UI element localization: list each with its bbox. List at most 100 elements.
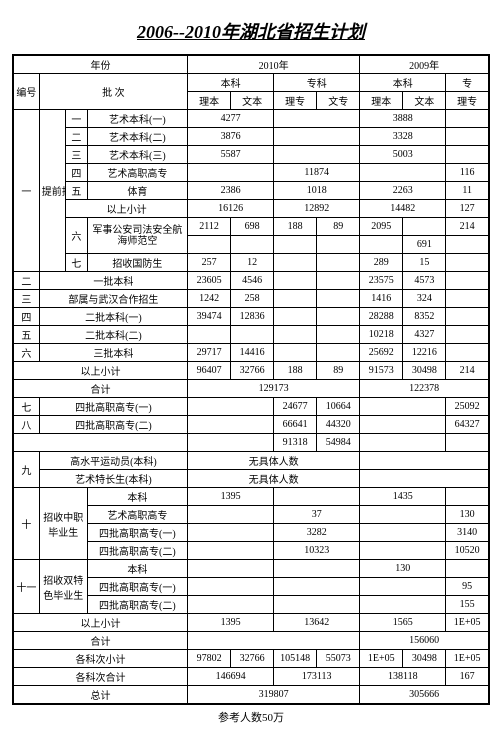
cell: 257 bbox=[188, 254, 231, 272]
cell: 四 bbox=[13, 308, 39, 326]
cell: 六 bbox=[13, 344, 39, 362]
cell bbox=[188, 542, 274, 560]
cell: 55073 bbox=[317, 650, 360, 668]
cell: 招收双特色毕业生 bbox=[39, 560, 87, 614]
cell: 15 bbox=[403, 254, 446, 272]
cell: 七 bbox=[66, 254, 88, 272]
cell: 军事公安司法安全航海师范空 bbox=[87, 218, 187, 254]
cell bbox=[188, 632, 360, 650]
hdr-2009: 2009年 bbox=[360, 55, 489, 74]
table-row: 六 军事公安司法安全航海师范空 2112 698 188 89 2095 214 bbox=[13, 218, 489, 236]
cell: 691 bbox=[403, 236, 446, 254]
cell: 1395 bbox=[188, 614, 274, 632]
cell bbox=[446, 344, 489, 362]
cell: 3888 bbox=[360, 110, 446, 128]
cell: 91318 bbox=[274, 434, 317, 452]
hdr-benke-2009: 本科 bbox=[360, 74, 446, 92]
cell: 部属与武汉合作招生 bbox=[39, 290, 187, 308]
cell: 本科 bbox=[87, 488, 187, 506]
cell: 14482 bbox=[360, 200, 446, 218]
table-row: 三 部属与武汉合作招生 1242 258 1416 324 bbox=[13, 290, 489, 308]
cell: 11 bbox=[446, 182, 489, 200]
cell: 四批高职高专(一) bbox=[87, 524, 187, 542]
cell bbox=[317, 236, 360, 254]
cell: 二批本科(一) bbox=[39, 308, 187, 326]
cell bbox=[317, 344, 360, 362]
cell: 91573 bbox=[360, 362, 403, 380]
cell: 2095 bbox=[360, 218, 403, 236]
cell: 116 bbox=[446, 164, 489, 182]
cell: 合计 bbox=[13, 380, 188, 398]
cell bbox=[317, 272, 360, 290]
cell bbox=[446, 272, 489, 290]
cell: 12216 bbox=[403, 344, 446, 362]
cell: 30498 bbox=[403, 362, 446, 380]
table-row: 各科次小计 97802 32766 105148 55073 1E+05 304… bbox=[13, 650, 489, 668]
cell bbox=[446, 146, 489, 164]
cell bbox=[446, 434, 489, 452]
cell bbox=[360, 596, 446, 614]
cell bbox=[13, 434, 188, 452]
hdr-benke-2010: 本科 bbox=[188, 74, 274, 92]
cell: 4573 bbox=[403, 272, 446, 290]
cell: 10323 bbox=[274, 542, 360, 560]
cell: 五 bbox=[66, 182, 88, 200]
cell: 四批高职高专(二) bbox=[39, 416, 187, 434]
cell bbox=[188, 236, 231, 254]
cell bbox=[188, 524, 274, 542]
cell: 1395 bbox=[188, 488, 274, 506]
cell: 167 bbox=[446, 668, 489, 686]
cell: 32766 bbox=[231, 650, 274, 668]
cell: 五 bbox=[13, 326, 39, 344]
cell: 艺术高职高专 bbox=[87, 506, 187, 524]
cell: 96407 bbox=[188, 362, 231, 380]
cell bbox=[360, 236, 403, 254]
cell: 合计 bbox=[13, 632, 188, 650]
cell bbox=[360, 398, 446, 416]
cell: 188 bbox=[274, 218, 317, 236]
table-row: 合计 129173 122378 bbox=[13, 380, 489, 398]
cell: 无具体人数 bbox=[188, 452, 360, 470]
cell: 11874 bbox=[274, 164, 360, 182]
cell bbox=[274, 560, 360, 578]
cell: 64327 bbox=[446, 416, 489, 434]
cell: 214 bbox=[446, 362, 489, 380]
cell: 16126 bbox=[188, 200, 274, 218]
table-row: 十 招收中职毕业生 本科 1395 1435 bbox=[13, 488, 489, 506]
cell bbox=[317, 254, 360, 272]
cell: 七 bbox=[13, 398, 39, 416]
cell: 体育 bbox=[87, 182, 187, 200]
cell: 一 bbox=[13, 110, 39, 272]
cell: 1E+05 bbox=[360, 650, 403, 668]
cell bbox=[274, 344, 317, 362]
cell: 305666 bbox=[360, 686, 489, 705]
cell: 本科 bbox=[87, 560, 187, 578]
cell: 1E+05 bbox=[446, 614, 489, 632]
hdr-zhuanke-2010: 专科 bbox=[274, 74, 360, 92]
cell: 146694 bbox=[188, 668, 274, 686]
cell: 12892 bbox=[274, 200, 360, 218]
cell: 29717 bbox=[188, 344, 231, 362]
table-row: 四 艺术高职高专 11874 116 bbox=[13, 164, 489, 182]
cell: 25092 bbox=[446, 398, 489, 416]
cell: 5587 bbox=[188, 146, 274, 164]
cell: 324 bbox=[403, 290, 446, 308]
cell bbox=[446, 290, 489, 308]
cell: 艺术本科(三) bbox=[87, 146, 187, 164]
cell: 三 bbox=[66, 146, 88, 164]
table-row: 七 招收国防生 257 12 289 15 bbox=[13, 254, 489, 272]
cell: 12 bbox=[231, 254, 274, 272]
cell: 以上小计 bbox=[13, 362, 188, 380]
cell bbox=[274, 308, 317, 326]
cell: 十 bbox=[13, 488, 39, 560]
cell bbox=[360, 506, 446, 524]
cell: 各科次小计 bbox=[13, 650, 188, 668]
cell: 24677 bbox=[274, 398, 317, 416]
cell: 39474 bbox=[188, 308, 231, 326]
cell: 3140 bbox=[446, 524, 489, 542]
cell: 89 bbox=[317, 362, 360, 380]
cell: 95 bbox=[446, 578, 489, 596]
table-row: 各科次合计 146694 173113 138118 167 bbox=[13, 668, 489, 686]
cell: 四批高职高专(一) bbox=[39, 398, 187, 416]
cell: 艺术本科(二) bbox=[87, 128, 187, 146]
